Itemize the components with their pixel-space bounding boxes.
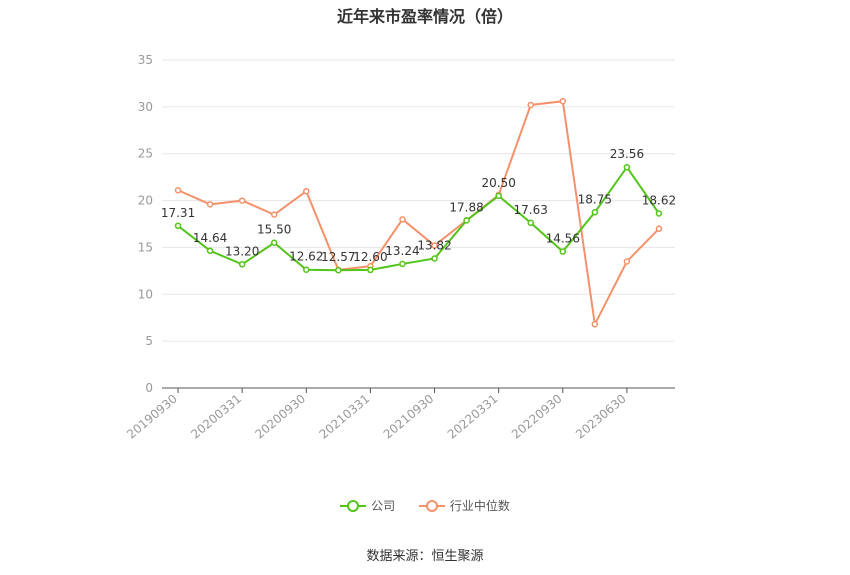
y-tick-label: 20 bbox=[138, 194, 153, 208]
data-label: 23.56 bbox=[610, 147, 644, 161]
x-tick-label: 20190930 bbox=[124, 392, 180, 442]
industry-point bbox=[174, 187, 182, 194]
legend-industry-label: 行业中位数 bbox=[449, 499, 510, 513]
x-tick-label: 20210331 bbox=[317, 392, 373, 442]
y-tick-label: 0 bbox=[145, 381, 153, 395]
y-tick-label: 5 bbox=[145, 334, 153, 348]
industry-point bbox=[431, 242, 438, 249]
chart-title: 近年来市盈率情况（倍） bbox=[336, 7, 513, 26]
x-tick-label: 20220331 bbox=[445, 392, 501, 442]
series-lines bbox=[174, 97, 663, 328]
industry-line bbox=[177, 100, 660, 328]
company-point bbox=[367, 266, 374, 274]
legend-industry-marker bbox=[418, 499, 445, 512]
company-point bbox=[206, 247, 214, 255]
data-label: 15.50 bbox=[257, 223, 291, 237]
company-point bbox=[495, 192, 502, 200]
company-point bbox=[431, 255, 438, 262]
company-line bbox=[177, 165, 660, 272]
data-label: 13.24 bbox=[385, 244, 419, 258]
company-point bbox=[527, 219, 534, 227]
grid-lines bbox=[162, 59, 675, 342]
data-label: 20.50 bbox=[481, 176, 515, 190]
industry-point bbox=[206, 201, 214, 208]
x-tick-label: 20200331 bbox=[188, 392, 244, 442]
data-label: 13.20 bbox=[225, 244, 259, 258]
company-point bbox=[335, 266, 342, 274]
industry-point bbox=[238, 197, 246, 204]
industry-point bbox=[303, 187, 310, 195]
data-label: 13.82 bbox=[417, 238, 451, 252]
industry-point bbox=[623, 258, 631, 265]
company-point bbox=[559, 248, 567, 255]
company-point bbox=[270, 239, 278, 246]
company-point bbox=[174, 222, 182, 230]
y-tick-label: 25 bbox=[138, 147, 153, 161]
company-point bbox=[238, 261, 246, 268]
data-label: 12.60 bbox=[353, 250, 387, 264]
data-label: 12.57 bbox=[321, 250, 355, 264]
legend-company-marker bbox=[340, 499, 367, 512]
company-point bbox=[303, 266, 310, 273]
industry-point bbox=[527, 101, 534, 109]
company-point bbox=[463, 217, 470, 224]
data-label: 18.75 bbox=[578, 192, 612, 206]
legend-company-label: 公司 bbox=[371, 499, 396, 513]
data-label: 14.64 bbox=[193, 231, 227, 245]
data-label: 12.62 bbox=[289, 250, 323, 264]
x-tick-label: 20230630 bbox=[573, 392, 629, 442]
data-label: 17.31 bbox=[161, 206, 195, 220]
legend: 公司 行业中位数 bbox=[0, 497, 850, 515]
industry-point bbox=[655, 225, 663, 232]
x-tick-label: 20200930 bbox=[252, 392, 308, 442]
data-label: 17.63 bbox=[514, 203, 548, 217]
y-tick-label: 15 bbox=[138, 240, 153, 254]
x-tick-label: 20210930 bbox=[381, 392, 437, 442]
source-note: 数据来源：恒生聚源 bbox=[366, 549, 484, 564]
company-point bbox=[591, 209, 599, 216]
y-tick-label: 10 bbox=[138, 287, 153, 301]
industry-point bbox=[591, 321, 599, 328]
industry-point bbox=[270, 211, 278, 218]
industry-point bbox=[559, 97, 567, 105]
company-point bbox=[623, 163, 631, 171]
data-label: 17.88 bbox=[449, 200, 483, 214]
company-point bbox=[655, 210, 663, 217]
legend-item-company[interactable]: 公司 bbox=[340, 497, 395, 514]
data-label: 14.56 bbox=[546, 232, 580, 246]
company-point bbox=[399, 260, 406, 268]
x-tick-label: 20220930 bbox=[509, 392, 565, 442]
y-tick-label: 30 bbox=[138, 100, 153, 114]
legend-item-industry[interactable]: 行业中位数 bbox=[418, 497, 510, 514]
y-tick-label: 35 bbox=[138, 53, 153, 67]
data-label: 18.62 bbox=[642, 194, 676, 208]
industry-point bbox=[399, 216, 406, 223]
